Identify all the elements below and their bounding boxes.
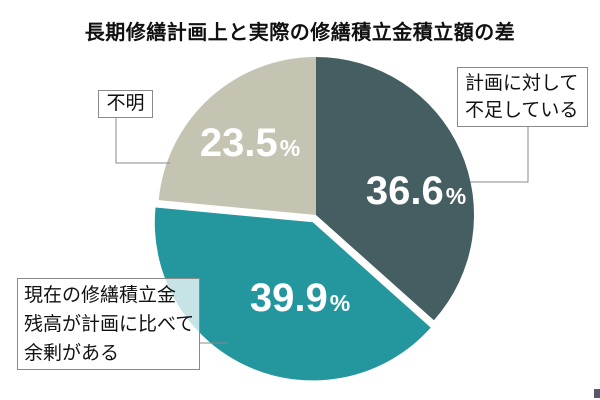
percent-sign: % [279,135,301,161]
slice-value-label-unknown: 23.5% [200,123,300,163]
pie-slice-2 [158,57,316,215]
slice-value-number: 36.6 [365,169,444,213]
callout-surplus: 現在の修繕積立金 残高が計画に比べて 余剰がある [17,278,200,370]
chart-title: 長期修繕計画上と実際の修繕積立金積立額の差 [84,22,516,44]
leader-line-shortfall [470,127,529,183]
pie-slice-0 [316,57,475,321]
pie-slices [154,57,475,381]
slice-value-label-shortfall: 36.6% [366,171,466,211]
pie-slice-1 [154,207,431,381]
corner-artifact [594,389,600,398]
slice-value-number: 23.5 [199,121,278,165]
slice-value-label-surplus: 39.9% [250,278,350,318]
callout-shortfall: 計画に対して 不足している [457,67,588,127]
slice-value-number: 39.9 [249,276,328,320]
percent-sign: % [445,183,467,209]
percent-sign: % [329,290,351,316]
callout-unknown: 不明 [98,90,153,118]
leader-line-unknown [115,118,170,164]
